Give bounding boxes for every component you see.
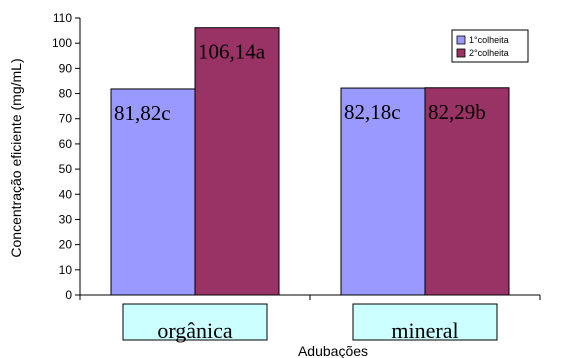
y-tick-label: 10 (59, 263, 73, 277)
data-label: 82,18c (344, 100, 401, 124)
y-tick-label: 110 (53, 11, 72, 25)
bar (424, 87, 510, 296)
y-tick-label: 30 (59, 212, 73, 226)
y-tick-label: 40 (59, 187, 73, 201)
x-axis (79, 294, 541, 300)
y-tick-label: 100 (52, 36, 72, 50)
data-label: 82,29b (428, 100, 486, 124)
legend-swatch (456, 48, 466, 58)
category-labels: orgânica mineral (122, 303, 498, 343)
legend-label: 1°colheita (469, 35, 509, 45)
y-tick-label: 80 (59, 87, 73, 101)
category-box (352, 303, 498, 341)
y-tick-label: 20 (59, 238, 73, 252)
category-label: mineral (391, 318, 458, 343)
legend-label: 2°colheita (469, 48, 509, 58)
legend-swatch (456, 35, 466, 45)
y-tick-label: 50 (59, 162, 73, 176)
bar (340, 87, 426, 296)
data-label: 106,14a (198, 40, 266, 64)
x-axis-title: Adubações (298, 343, 368, 358)
y-tick-label: 0 (65, 288, 72, 302)
bars (110, 27, 510, 296)
y-tick-label: 60 (59, 137, 73, 151)
y-axis: 0 10 20 30 40 50 60 70 80 90 100 110 (52, 11, 81, 302)
y-tick-label: 70 (59, 112, 73, 126)
y-tick-label: 90 (59, 61, 73, 75)
bar (110, 88, 196, 296)
data-label: 81,82c (114, 101, 171, 125)
legend: 1°colheita 2°colheita (451, 29, 529, 63)
data-labels: 81,82c 106,14a 82,18c 82,29b (114, 40, 486, 125)
y-axis-title: Concentração eficiente (mg/mL) (8, 58, 24, 257)
bar (194, 27, 280, 296)
category-box (122, 303, 268, 341)
category-label: orgânica (157, 318, 233, 343)
